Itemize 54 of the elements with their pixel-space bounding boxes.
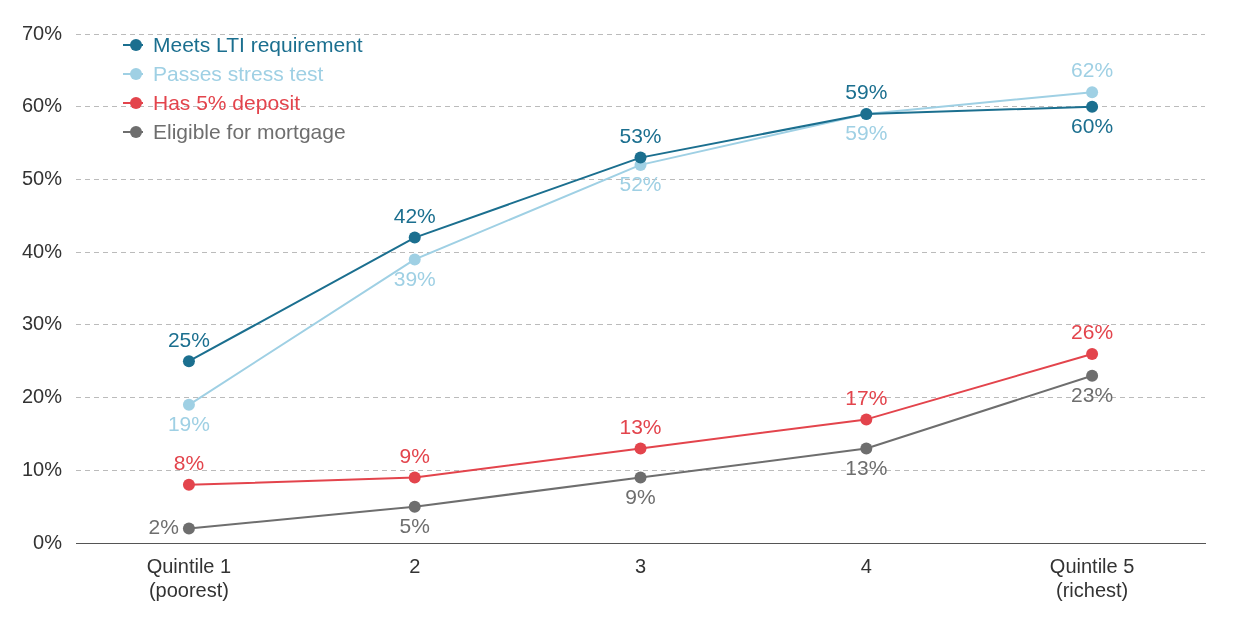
data-label: 9% [399, 443, 430, 467]
y-tick-label: 20% [22, 385, 63, 408]
data-label: 59% [845, 80, 888, 104]
legend-label: Meets LTI requirement [153, 32, 363, 58]
point [1086, 86, 1099, 99]
legend-label: Passes stress test [153, 61, 324, 87]
data-label: 62% [1071, 58, 1114, 82]
y-tick-label: 40% [22, 239, 63, 262]
data-label: 42% [393, 203, 436, 227]
data-label: 52% [619, 172, 662, 196]
point [1086, 347, 1099, 360]
point [408, 471, 421, 484]
point [1086, 100, 1099, 113]
x-tick-label: Quintile 1 (poorest) [146, 554, 232, 601]
point [182, 478, 195, 491]
point [1086, 369, 1099, 382]
data-label: 23% [1071, 383, 1114, 407]
y-tick-label: 10% [22, 457, 63, 480]
point [634, 471, 647, 484]
data-label: 60% [1071, 114, 1114, 138]
point [634, 442, 647, 455]
data-label: 26% [1071, 320, 1114, 344]
data-label: 13% [845, 455, 888, 479]
point [408, 253, 421, 266]
y-tick-label: 70% [22, 21, 63, 44]
x-tick-label: 3 [634, 554, 647, 577]
data-label: 19% [167, 412, 210, 436]
legend-label: Has 5% deposit [153, 90, 301, 116]
point [182, 355, 195, 368]
x-tick-label: 4 [860, 554, 872, 577]
data-label: 9% [625, 484, 656, 508]
data-label: 59% [845, 121, 888, 145]
data-label: 13% [619, 414, 662, 438]
data-label: 8% [173, 451, 205, 475]
point [408, 500, 421, 513]
point [408, 231, 421, 244]
y-tick-label: 30% [22, 312, 63, 335]
data-label: 5% [399, 513, 430, 537]
point [182, 522, 195, 535]
y-tick-label: 0% [33, 530, 63, 553]
data-label: 53% [619, 123, 662, 147]
data-label: 17% [845, 385, 888, 409]
point [634, 151, 647, 164]
point [860, 442, 873, 455]
x-tick-label: 2 [409, 554, 421, 577]
y-tick-label: 50% [22, 166, 63, 189]
data-label: 25% [167, 327, 210, 351]
x-tick-label: Quintile 5 (richest) [1049, 554, 1135, 601]
point [860, 413, 873, 426]
y-tick-label: 60% [22, 94, 63, 117]
data-label: 39% [393, 266, 436, 290]
point [182, 398, 195, 411]
data-label: 2% [148, 515, 179, 539]
legend-label: Eligible for mortgage [153, 119, 346, 145]
